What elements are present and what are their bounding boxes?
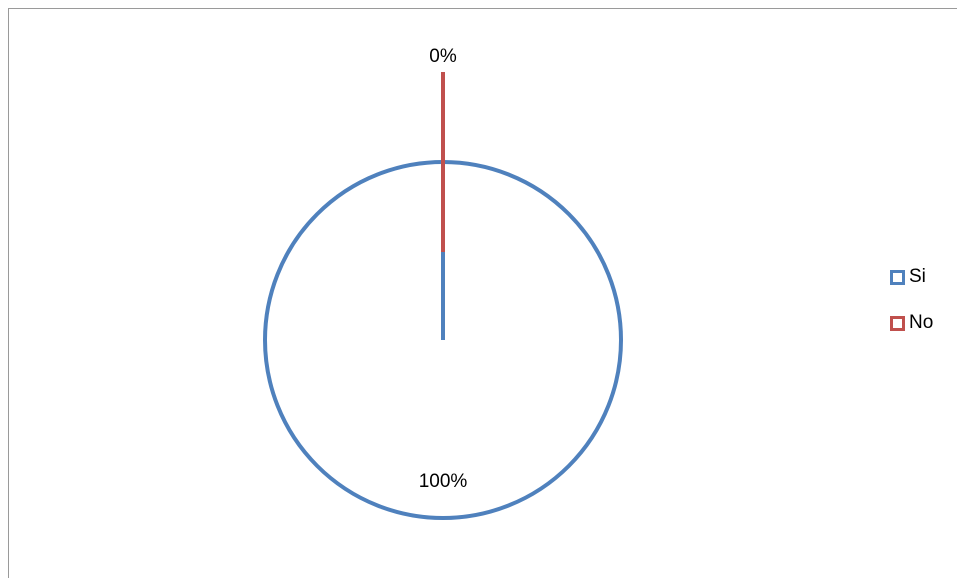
legend-label-si: Si [909,266,926,287]
pie-chart: 100% 0% [263,46,623,520]
legend: Si No [890,265,933,357]
data-label-no: 0% [429,46,457,67]
legend-item-no: No [890,311,933,335]
legend-label-no: No [909,312,934,333]
chart-area: 100% 0% Si No [8,8,957,578]
legend-swatch-si [890,269,905,285]
data-label-si: 100% [419,471,468,492]
legend-swatch-no [890,315,905,331]
legend-item-si: Si [890,265,933,289]
